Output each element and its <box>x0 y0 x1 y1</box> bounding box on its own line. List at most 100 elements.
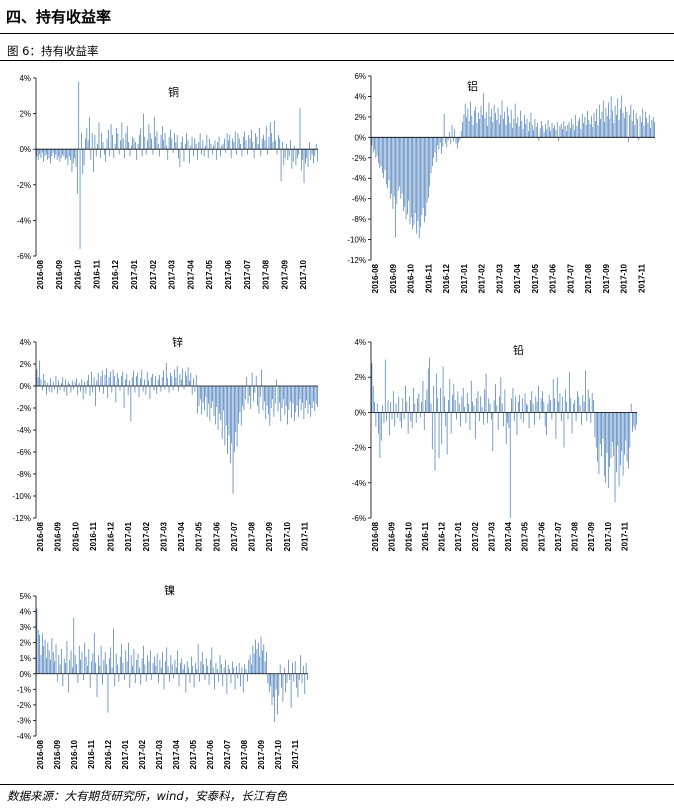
copper-bar <box>234 131 236 150</box>
zinc-bar <box>76 378 77 386</box>
nickel-bar <box>77 673 79 684</box>
zinc-bar <box>55 376 57 386</box>
lead-bar <box>415 412 417 423</box>
nickel-bar <box>65 662 66 674</box>
lead-bar <box>539 412 541 420</box>
nickel-bar <box>274 673 276 722</box>
copper-bar <box>160 134 162 150</box>
zinc-bar <box>269 386 271 426</box>
zinc-bar <box>206 386 208 417</box>
zinc-bar <box>219 386 220 414</box>
nickel-bar <box>211 647 213 674</box>
aluminium-bar <box>610 96 612 138</box>
copper-bar <box>292 149 294 162</box>
aluminium-bar <box>633 109 634 138</box>
zinc-x-tick-label: 2016-12 <box>107 521 116 551</box>
lead-bar <box>524 393 526 413</box>
copper-bar <box>252 142 254 150</box>
aluminium-bar <box>621 95 623 138</box>
lead-bar <box>628 412 629 469</box>
zinc-bar <box>191 386 193 395</box>
copper-x-tick-label: 2017-09 <box>280 259 289 289</box>
aluminium-bar <box>535 127 537 138</box>
zinc-bar <box>50 378 51 386</box>
copper-bar <box>122 138 124 150</box>
lead-bar <box>476 398 478 413</box>
zinc-bar <box>304 386 306 408</box>
zinc-bar <box>264 386 265 402</box>
aluminium-bar <box>458 137 459 143</box>
lead-bar <box>613 412 615 457</box>
zinc-bar <box>67 381 69 386</box>
copper-bar <box>269 122 271 150</box>
lead-bar <box>403 412 405 420</box>
aluminium-bar <box>400 137 402 199</box>
lead-bar <box>474 412 476 439</box>
copper-bar <box>195 143 197 150</box>
nickel-bar <box>177 650 179 674</box>
aluminium-bar <box>543 132 545 138</box>
lead-bar <box>583 401 585 413</box>
nickel-x-tick-label: 2016-09 <box>53 739 62 769</box>
zinc-bar <box>77 386 79 395</box>
zinc-bar <box>43 373 45 386</box>
copper-bar <box>207 149 209 159</box>
aluminium-bar <box>575 114 577 138</box>
zinc-bar <box>133 370 134 386</box>
copper-bar <box>63 149 65 157</box>
zinc-bar <box>278 386 280 403</box>
lead-bar <box>426 389 428 413</box>
lead-bar <box>461 396 463 413</box>
aluminium-bar <box>434 137 436 153</box>
aluminium-bar <box>634 125 636 138</box>
aluminium-bars <box>371 93 655 239</box>
aluminium-bar <box>521 120 523 138</box>
nickel-bar <box>215 662 217 674</box>
nickel-bar <box>290 673 292 708</box>
nickel-bar <box>40 655 42 674</box>
copper-bar <box>245 140 247 150</box>
copper-bar <box>300 149 302 171</box>
lead-bar <box>470 380 472 413</box>
lead-bar <box>508 412 510 429</box>
lead-x-tick-label: 2016-09 <box>388 521 397 551</box>
zinc-bar <box>62 377 64 386</box>
zinc-bar <box>293 386 295 422</box>
nickel-bar <box>249 655 251 674</box>
lead-x-tick-label: 2017-08 <box>571 521 580 551</box>
zinc-bar <box>161 377 163 386</box>
zinc-bar <box>272 386 273 400</box>
copper-bar <box>238 138 240 150</box>
copper-bar <box>209 138 210 150</box>
lead-bar <box>483 412 484 425</box>
copper-x-tick-label: 2016-10 <box>74 259 83 289</box>
aluminium-bar <box>589 124 591 138</box>
copper-bar <box>64 149 66 160</box>
zinc-bar <box>228 386 230 436</box>
zinc-bar <box>105 368 107 386</box>
nickel-bar <box>128 642 129 674</box>
zinc-bar <box>110 371 111 386</box>
copper-bar <box>112 134 113 150</box>
lead-bar <box>560 412 562 422</box>
aluminium-bar <box>450 137 452 145</box>
nickel-bar <box>117 664 118 674</box>
aluminium-bar <box>371 137 373 146</box>
source-rule <box>0 784 674 785</box>
zinc-x-tick-label: 2017-03 <box>159 521 168 551</box>
copper-bar <box>232 138 233 150</box>
zinc-bar <box>227 386 228 455</box>
zinc-bar <box>266 386 268 406</box>
aluminium-bar <box>630 104 632 138</box>
zinc-bar <box>199 386 201 400</box>
nickel-chart-title: 镍 <box>164 583 175 597</box>
lead-bar <box>591 393 593 413</box>
aluminium-bar <box>472 125 474 138</box>
copper-bar <box>294 145 295 150</box>
lead-bar <box>629 412 631 448</box>
nickel-bar <box>113 628 114 674</box>
aluminium-bar <box>426 137 428 203</box>
zinc-bar <box>120 376 122 386</box>
copper-bar <box>264 140 266 150</box>
nickel-x-tick-label: 2017-03 <box>155 739 164 769</box>
